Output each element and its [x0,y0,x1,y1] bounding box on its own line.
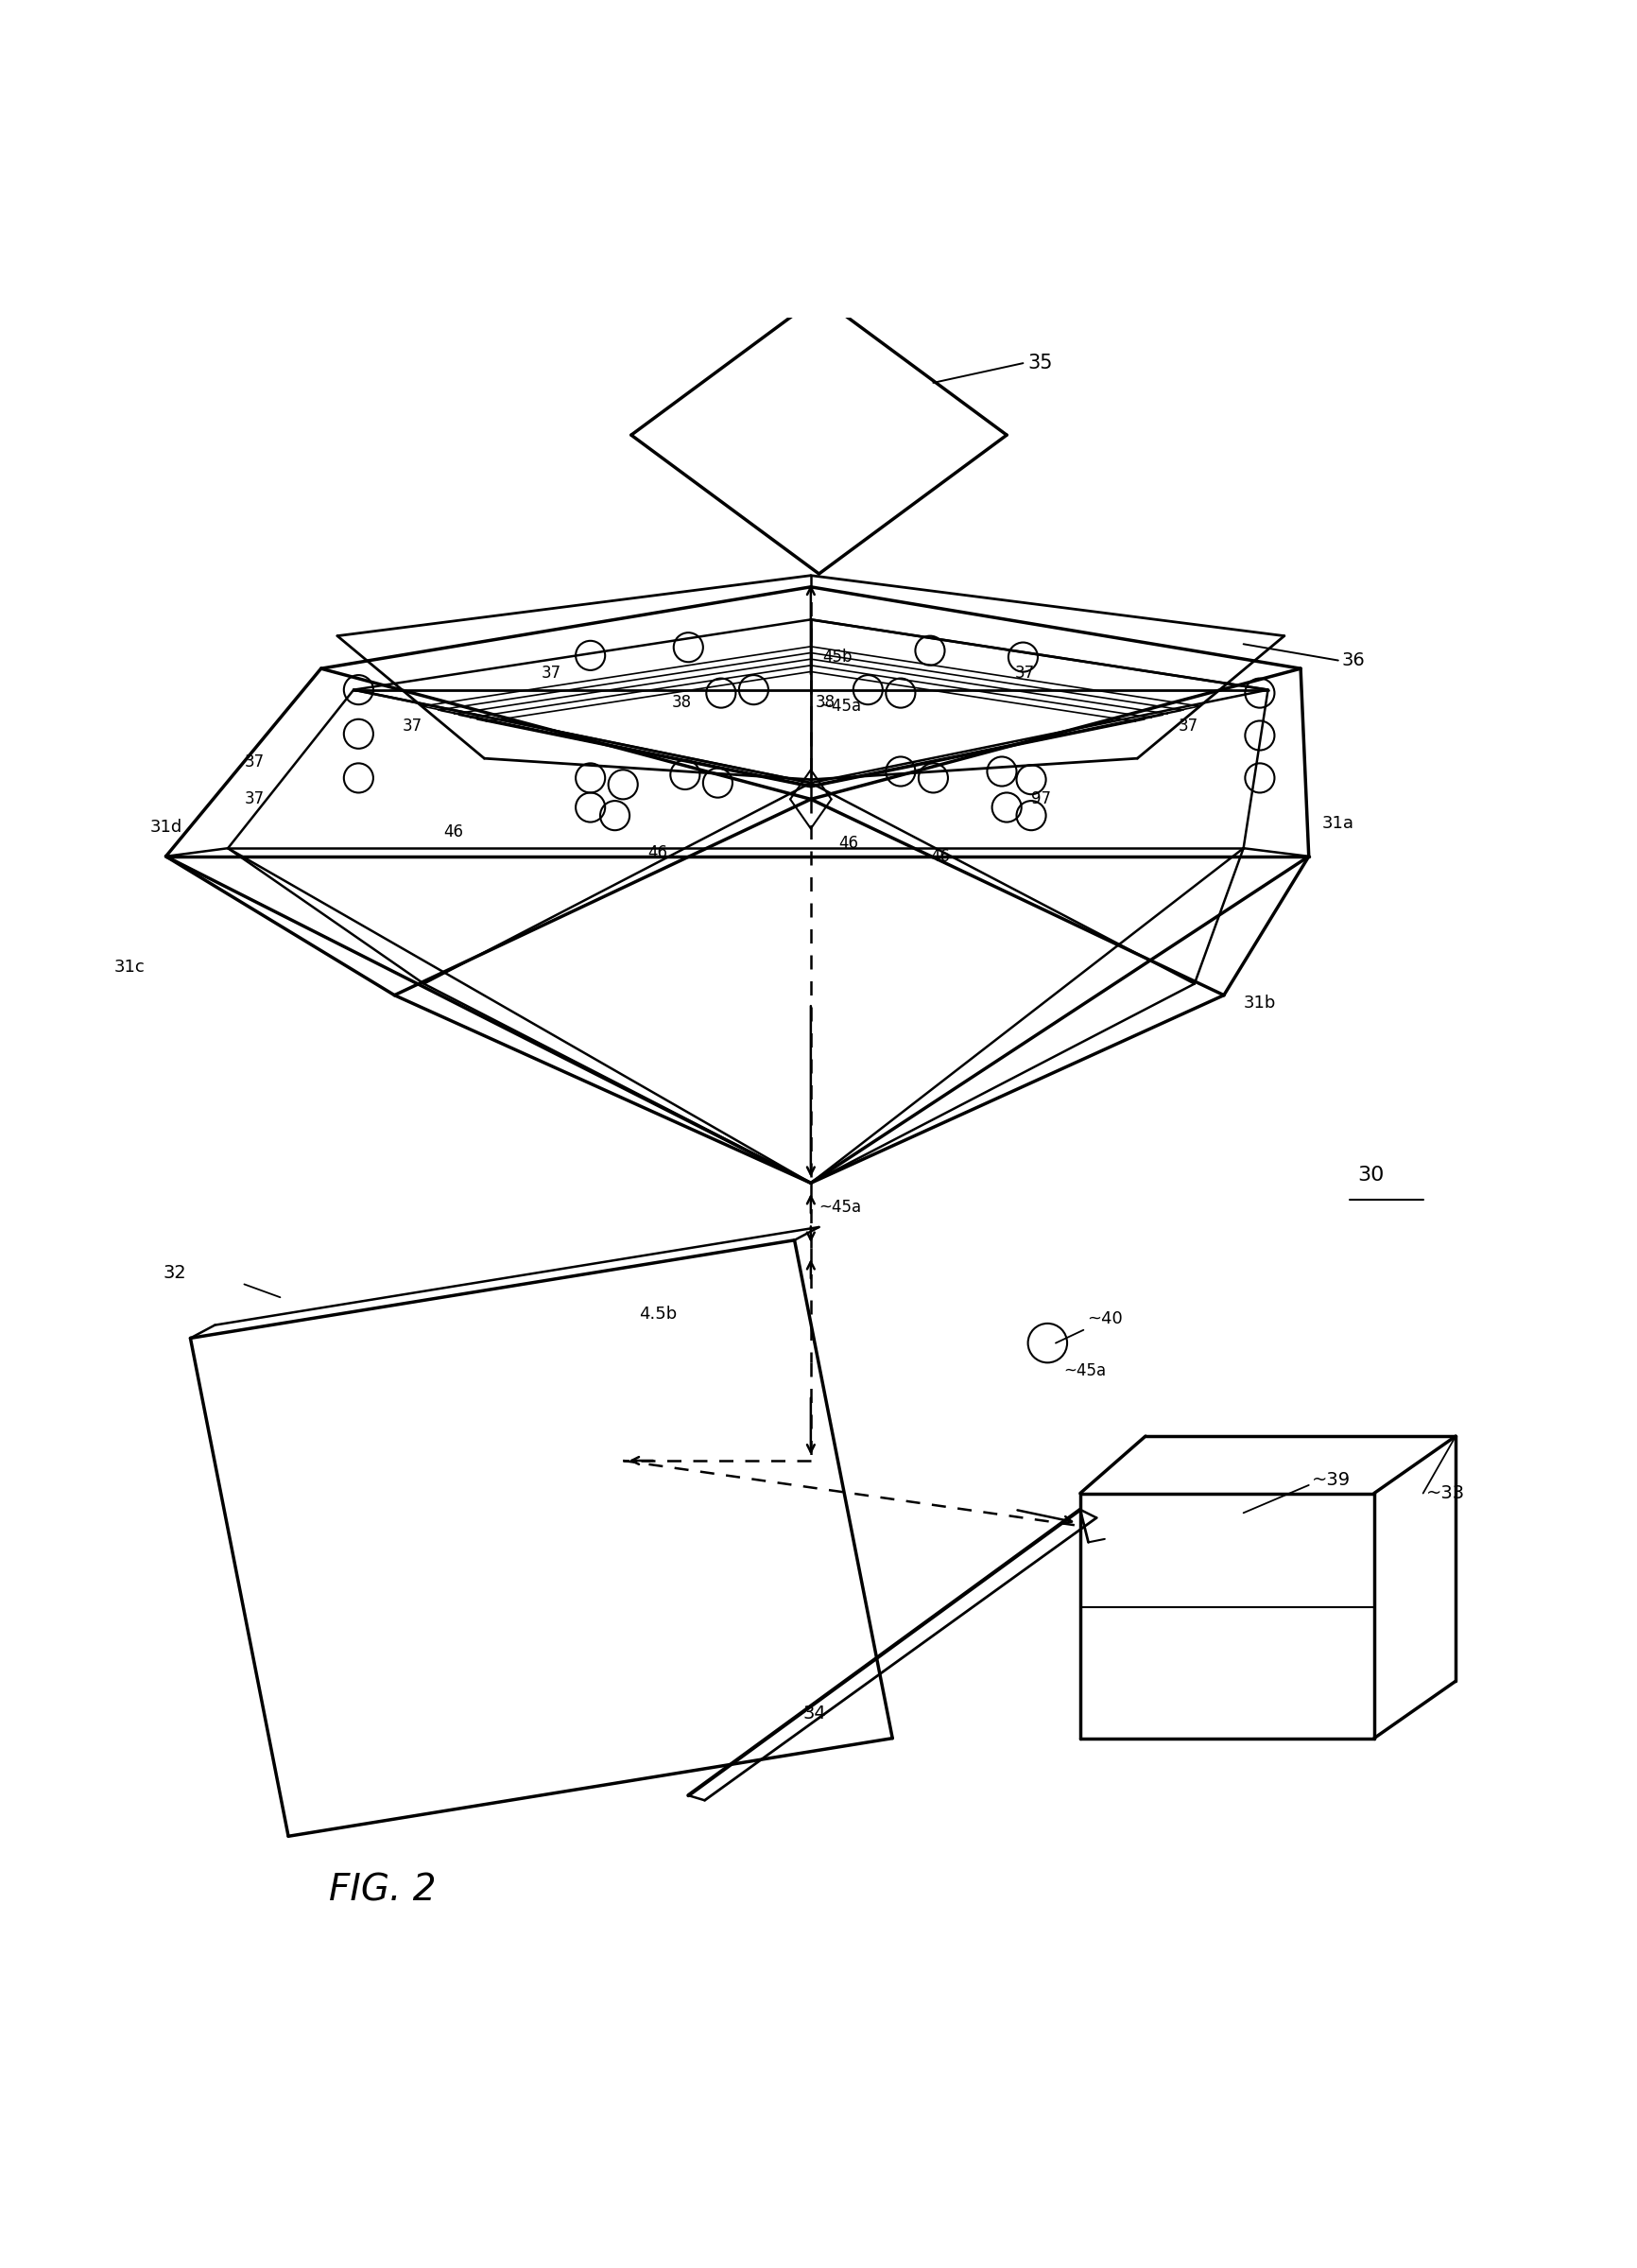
Text: 31b: 31b [1242,996,1275,1012]
Text: 37: 37 [1177,717,1197,735]
Text: 38: 38 [815,694,835,712]
Text: 46: 46 [930,848,949,864]
Text: 31c: 31c [113,959,144,975]
Text: 97: 97 [1031,792,1051,807]
Text: 31d: 31d [149,819,182,835]
Text: ~39: ~39 [1311,1472,1351,1490]
Text: 30: 30 [1357,1166,1383,1184]
Text: ~45a: ~45a [1064,1363,1107,1379]
Text: 37: 37 [1015,665,1035,683]
Text: 35: 35 [1028,354,1053,372]
Text: 37: 37 [403,717,422,735]
Text: ~40: ~40 [1085,1311,1121,1327]
Text: ~45a: ~45a [818,699,861,714]
Text: 46: 46 [444,823,463,841]
Text: FIG. 2: FIG. 2 [329,1871,435,1907]
Text: 4.5b: 4.5b [638,1304,678,1322]
Text: 31a: 31a [1321,814,1354,832]
Text: 32: 32 [162,1263,187,1281]
Text: 34: 34 [802,1706,825,1724]
Text: 46: 46 [838,835,858,853]
Text: 37: 37 [244,753,264,771]
Text: ~45a: ~45a [818,1200,861,1216]
Text: 36: 36 [1341,651,1364,669]
Text: 46: 46 [647,844,666,862]
Text: 45b: 45b [822,649,851,665]
Text: 37: 37 [244,792,264,807]
Text: ~33: ~33 [1426,1483,1465,1501]
Text: 37: 37 [542,665,561,683]
Text: 38: 38 [671,694,691,712]
